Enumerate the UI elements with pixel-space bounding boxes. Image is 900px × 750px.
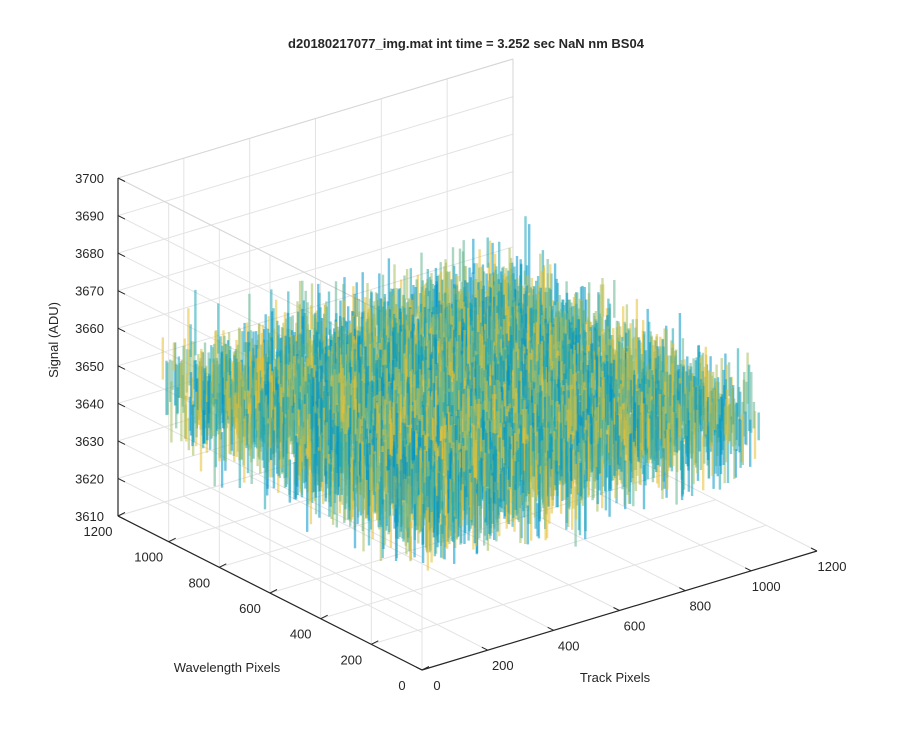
wall-right-gridline-z	[117, 208, 514, 329]
box-top-edge-right	[117, 58, 514, 179]
wall-right-gridline-z	[117, 96, 514, 217]
wall-right-gridline-z	[117, 171, 514, 292]
wall-left-gridline-z	[117, 440, 423, 596]
floor-gridline-y	[371, 524, 767, 645]
wall-right-gridline-z	[117, 133, 514, 254]
floor-gridline-y	[320, 499, 716, 620]
wall-left-gridline-z	[117, 477, 423, 633]
noise-surface	[161, 216, 760, 571]
wall-left-gridline-z	[117, 402, 423, 558]
